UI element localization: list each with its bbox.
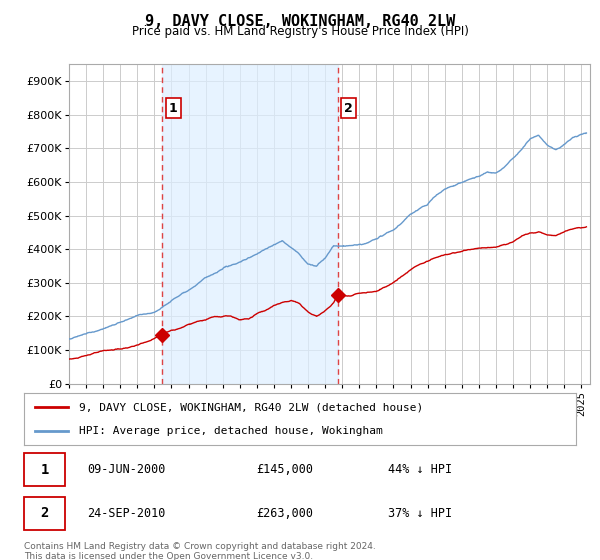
Text: 1: 1: [41, 463, 49, 477]
Text: 44% ↓ HPI: 44% ↓ HPI: [388, 463, 452, 477]
Text: 24-SEP-2010: 24-SEP-2010: [88, 507, 166, 520]
Text: 2: 2: [344, 101, 353, 115]
Text: 1: 1: [169, 101, 178, 115]
FancyBboxPatch shape: [24, 497, 65, 530]
Text: 37% ↓ HPI: 37% ↓ HPI: [388, 507, 452, 520]
Text: HPI: Average price, detached house, Wokingham: HPI: Average price, detached house, Woki…: [79, 426, 383, 436]
Bar: [162, 64, 338, 384]
Text: 9, DAVY CLOSE, WOKINGHAM, RG40 2LW (detached house): 9, DAVY CLOSE, WOKINGHAM, RG40 2LW (deta…: [79, 402, 424, 412]
Text: Contains HM Land Registry data © Crown copyright and database right 2024.
This d: Contains HM Land Registry data © Crown c…: [24, 542, 376, 560]
Text: 09-JUN-2000: 09-JUN-2000: [88, 463, 166, 477]
FancyBboxPatch shape: [24, 454, 65, 487]
Text: Price paid vs. HM Land Registry's House Price Index (HPI): Price paid vs. HM Land Registry's House …: [131, 25, 469, 38]
Text: £145,000: £145,000: [256, 463, 313, 477]
Text: £263,000: £263,000: [256, 507, 313, 520]
Text: 2: 2: [41, 506, 49, 520]
Text: 9, DAVY CLOSE, WOKINGHAM, RG40 2LW: 9, DAVY CLOSE, WOKINGHAM, RG40 2LW: [145, 14, 455, 29]
